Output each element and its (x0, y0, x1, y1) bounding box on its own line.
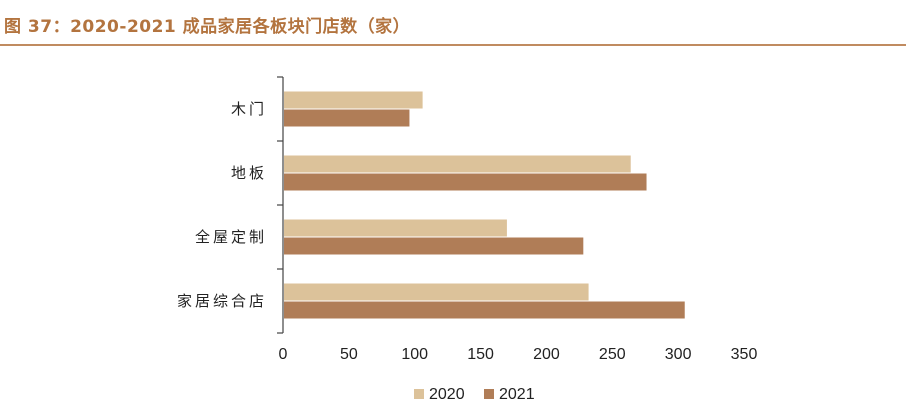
x-tick-label: 150 (467, 346, 494, 363)
chart-bars (284, 91, 685, 319)
bar-2021-2 (284, 173, 647, 191)
chart-legend: 2020 2021 (414, 386, 535, 403)
x-tick-label: 300 (665, 346, 692, 363)
x-tick-labels: 0 50 100 150 200 250 300 350 (279, 346, 758, 363)
bar-2020-2 (284, 155, 631, 173)
bar-2021-1 (284, 109, 410, 127)
legend-swatch-2020 (414, 389, 424, 399)
bar-2020-1 (284, 91, 423, 109)
x-tick-label: 350 (731, 346, 758, 363)
x-tick-label: 100 (401, 346, 428, 363)
title-divider (0, 44, 906, 46)
x-tick-label: 0 (279, 346, 288, 363)
chart-title: 图 37：2020-2021 成品家居各板块门店数（家） (4, 17, 411, 37)
x-tick-label: 200 (533, 346, 560, 363)
legend-label-2021: 2021 (499, 386, 535, 403)
bar-2021-3 (284, 237, 584, 255)
category-label: 家居综合店 (177, 292, 267, 310)
category-label: 全屋定制 (195, 228, 267, 246)
category-label: 木门 (231, 100, 267, 118)
bar-2020-3 (284, 219, 507, 237)
x-tick-label: 50 (340, 346, 358, 363)
chart-axes (277, 76, 284, 334)
bar-2021-4 (284, 301, 685, 319)
legend-swatch-2021 (484, 389, 494, 399)
legend-label-2020: 2020 (429, 386, 465, 403)
bar-2020-4 (284, 283, 589, 301)
x-tick-label: 250 (599, 346, 626, 363)
category-label: 地板 (231, 164, 267, 182)
